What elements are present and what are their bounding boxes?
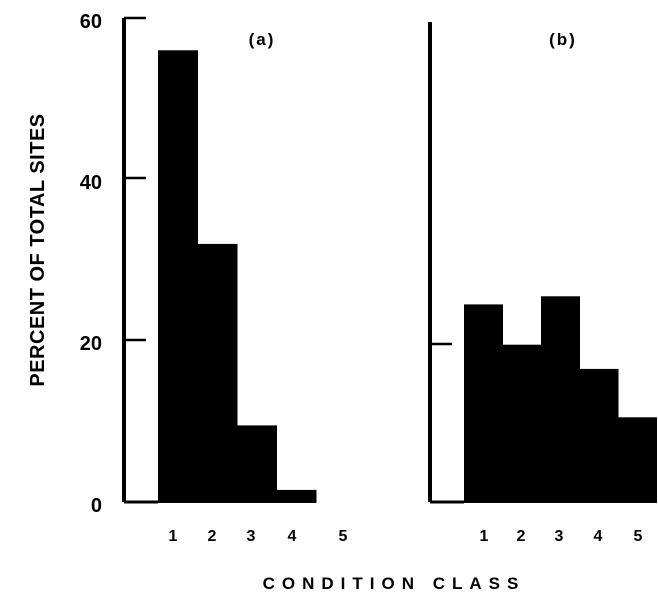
y-tick-label-0: 0 xyxy=(91,495,102,517)
panel-b: (b) 1 2 3 4 5 xyxy=(428,22,657,545)
panel-a-x-tick-label-3: 3 xyxy=(247,528,256,545)
y-axis-title: PERCENT OF TOTAL SITES xyxy=(27,113,49,386)
panel-b-label: (b) xyxy=(549,30,577,49)
panel-a-bar-class-2 xyxy=(197,243,238,503)
panel-a-x-tick-label-4: 4 xyxy=(288,528,297,545)
y-tick-label-40: 40 xyxy=(80,172,102,194)
panel-b-x-tick-label-2: 2 xyxy=(517,528,526,545)
x-axis-title: CONDITION CLASS xyxy=(263,574,526,593)
panel-b-bar-class-5 xyxy=(618,417,657,503)
y-tick-label-60: 60 xyxy=(80,11,102,33)
panel-b-bar-class-4 xyxy=(579,368,619,503)
panel-a-x-tick-label-1: 1 xyxy=(169,528,178,545)
panel-a-bar-class-1 xyxy=(158,50,198,504)
panel-b-x-tick-label-1: 1 xyxy=(480,528,489,545)
panel-a-bar-class-4 xyxy=(276,489,317,503)
panel-a-x-tick-label-2: 2 xyxy=(208,528,217,545)
y-tick-label-20: 20 xyxy=(80,333,102,355)
panel-b-bar-class-2 xyxy=(502,344,542,503)
panel-b-x-tick-labels: 1 2 3 4 5 xyxy=(480,528,643,545)
panel-a-bar-class-3 xyxy=(237,425,277,503)
panel-b-bar-class-1 xyxy=(464,304,503,503)
panel-b-bars xyxy=(464,296,657,503)
panel-a-label: (a) xyxy=(249,30,276,49)
panel-a-x-tick-labels: 1 2 3 4 5 xyxy=(169,528,348,545)
panel-a: (a) 1 2 3 4 5 xyxy=(122,16,348,545)
panel-b-x-tick-label-5: 5 xyxy=(634,528,643,545)
panel-b-bar-class-3 xyxy=(541,296,580,503)
panel-b-x-tick-label-3: 3 xyxy=(555,528,564,545)
panel-b-x-tick-label-4: 4 xyxy=(594,528,603,545)
panel-a-x-tick-label-5: 5 xyxy=(339,528,348,545)
panel-a-bars xyxy=(158,50,317,504)
